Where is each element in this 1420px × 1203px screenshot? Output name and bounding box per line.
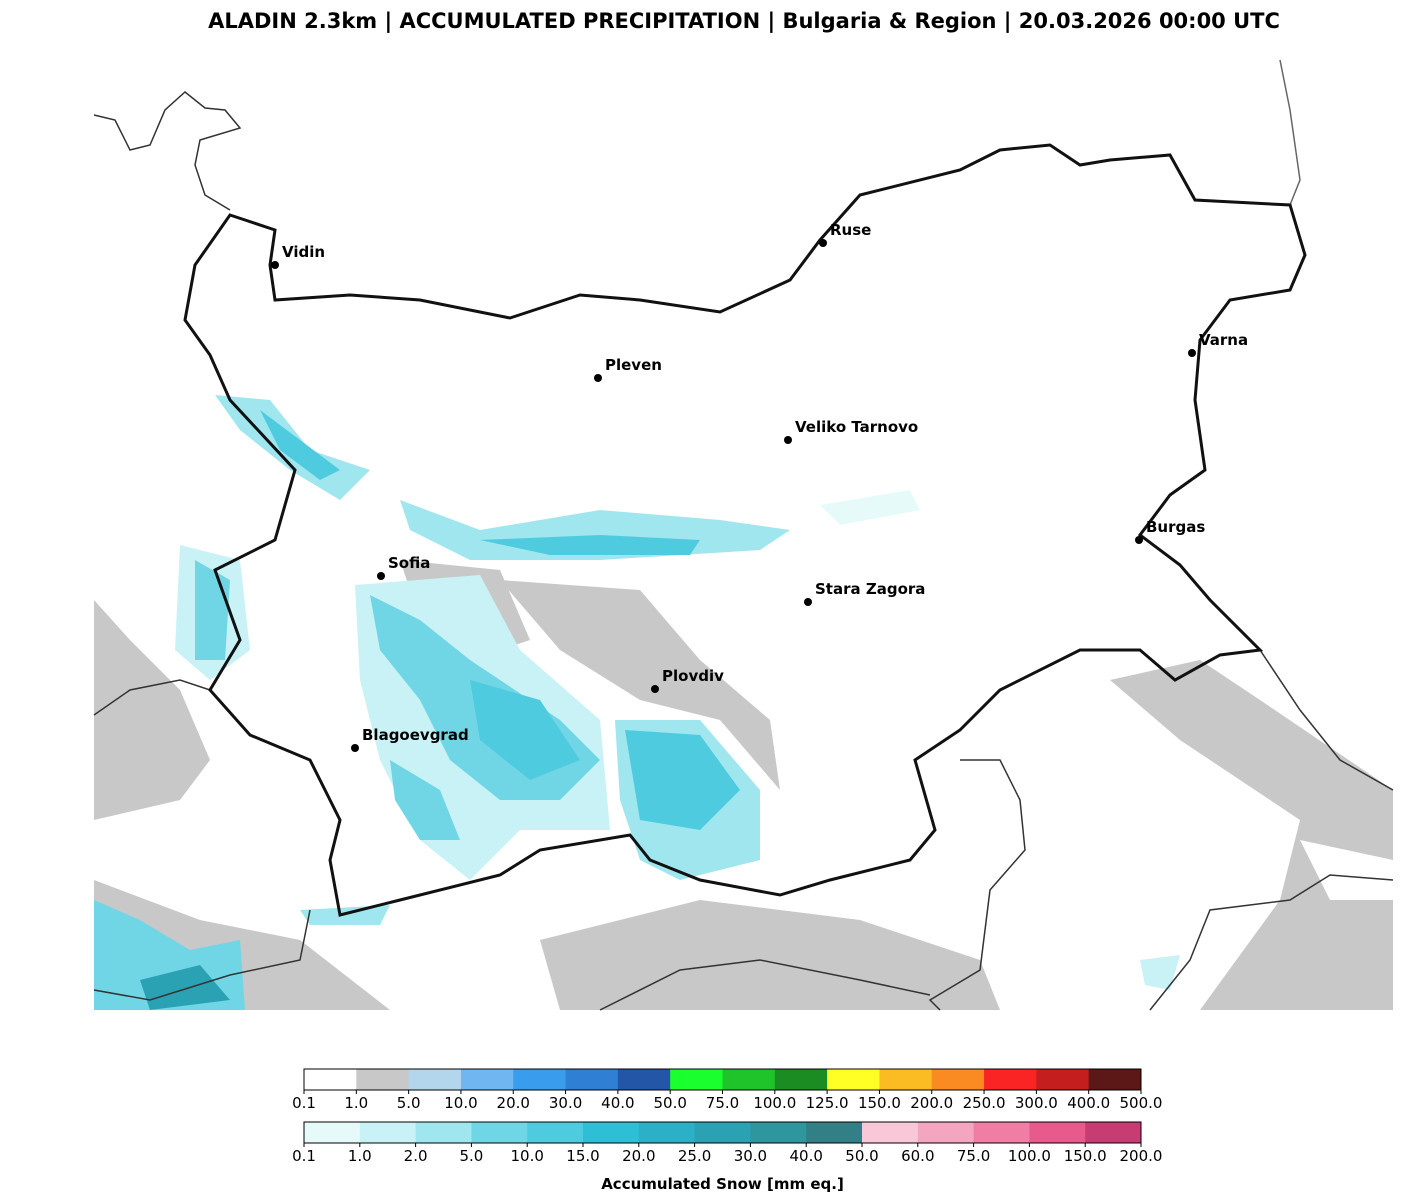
colorbar-tick-label: 1.0 [348,1147,372,1165]
colorbar-segment [471,1122,528,1143]
colorbar-tick-label: 1.0 [344,1094,368,1112]
city-dot [1135,536,1143,544]
colorbar-tick-label: 100.0 [1008,1147,1051,1165]
colorbar-tick-label: 30.0 [549,1094,582,1112]
colorbar-tick-label: 500.0 [1120,1094,1163,1112]
colorbar-tick-label: 20.0 [622,1147,655,1165]
colorbar-segment [415,1122,472,1143]
colorbar-tick-label: 10.0 [510,1147,543,1165]
colorbar-tick-label: 125.0 [806,1094,849,1112]
colorbar-segment [1036,1069,1090,1090]
colorbar-segment [1085,1122,1142,1143]
city-dot [351,744,359,752]
city-label: Stara Zagora [815,580,925,598]
colorbar-segment [973,1122,1030,1143]
city-dot [651,685,659,693]
colorbar-segment [304,1069,357,1090]
colorbar-tick-label: 40.0 [601,1094,634,1112]
colorbar-segment [879,1069,933,1090]
colorbar-segment [806,1122,863,1143]
colorbar-segment [304,1122,361,1143]
colorbar-segment [527,1122,584,1143]
city-dot [377,572,385,580]
city-dot [271,261,279,269]
colorbar-tick-label: 75.0 [957,1147,990,1165]
colorbar-label: Accumulated Snow [mm eq.] [601,1175,844,1193]
bulgaria-border [183,143,1307,917]
colorbar-tick-label: 150.0 [858,1094,901,1112]
colorbar-tick-label: 100.0 [753,1094,796,1112]
city-dot [819,239,827,247]
colorbar-tick-label: 75.0 [706,1094,739,1112]
city-label: Burgas [1146,518,1205,536]
colorbar-tick-label: 5.0 [397,1094,421,1112]
colorbar-segment [917,1122,975,1143]
colorbar-tick-label: 400.0 [1067,1094,1110,1112]
colorbar-segment [583,1122,640,1143]
colorbar-segment [984,1069,1037,1090]
colorbar-segment [513,1069,567,1090]
colorbar-tick-label: 300.0 [1015,1094,1058,1112]
colorbar-segment [617,1069,671,1090]
colorbar-tick-label: 40.0 [789,1147,822,1165]
city-label: Ruse [830,221,871,239]
colorbar-tick-label: 200.0 [910,1094,953,1112]
colorbar-tick-label: 150.0 [1064,1147,1107,1165]
colorbar-segment [722,1069,776,1090]
city-label: Plovdiv [662,667,724,685]
city-dot [784,436,792,444]
city-label: Veliko Tarnovo [795,418,918,436]
colorbar-tick-label: 0.1 [292,1094,316,1112]
colorbar-tick-label: 30.0 [734,1147,767,1165]
colorbar-tick-label: 50.0 [653,1094,686,1112]
colorbar-tick-label: 0.1 [292,1147,316,1165]
colorbar-segment [460,1069,514,1090]
colorbar-tick-label: 20.0 [497,1094,530,1112]
colorbar-segment [670,1069,723,1090]
city-dot [804,598,812,606]
region-borders [93,59,1394,1011]
colorbar-segment [359,1122,417,1143]
colorbar-tick-label: 250.0 [963,1094,1006,1112]
city-label: Blagoevgrad [362,726,469,744]
colorbar-segment [694,1122,751,1143]
city-dot [594,374,602,382]
colorbar-tick-label: 15.0 [566,1147,599,1165]
colorbar-segment [408,1069,462,1090]
city-label: Varna [1199,331,1248,349]
precip-snow [94,395,1180,1010]
colorbar-tick-label: 10.0 [444,1094,477,1112]
colorbar-segment [356,1069,410,1090]
colorbar-tick-label: 200.0 [1120,1147,1163,1165]
colorbar-tick-label: 50.0 [845,1147,878,1165]
colorbar-frame [303,1121,1142,1144]
colorbar-segment [1029,1122,1086,1143]
colorbar-segment [827,1069,880,1090]
colorbar-tick-label: 25.0 [678,1147,711,1165]
city-label: Pleven [605,356,662,374]
cities: Vidin Ruse Pleven Varna Veliko Tarnovo Burgas… [271,221,1248,752]
colorbar-tick-label: 2.0 [404,1147,428,1165]
colorbar-segment [862,1122,919,1143]
city-dot [1188,349,1196,357]
map-title: ALADIN 2.3km | ACCUMULATED PRECIPITATION… [208,9,1280,34]
map: Vidin Ruse Pleven Varna Veliko Tarnovo Burgas… [93,55,1394,1011]
colorbar-segment [774,1069,828,1090]
colorbar-segment [565,1069,619,1090]
city-label: Vidin [282,243,325,261]
colorbar-segment [1088,1069,1142,1090]
colorbar-segment [931,1069,985,1090]
colorbars: 0.1 1.0 5.0 10.0 20.0 30.0 40.0 50.0 75.0 100.0 12… [292,1068,1163,1193]
colorbar-segment [638,1122,696,1143]
colorbar-segment [750,1122,807,1143]
colorbar-tick-label: 60.0 [901,1147,934,1165]
colorbar-tick-label: 5.0 [459,1147,483,1165]
city-label: Sofia [388,554,430,572]
